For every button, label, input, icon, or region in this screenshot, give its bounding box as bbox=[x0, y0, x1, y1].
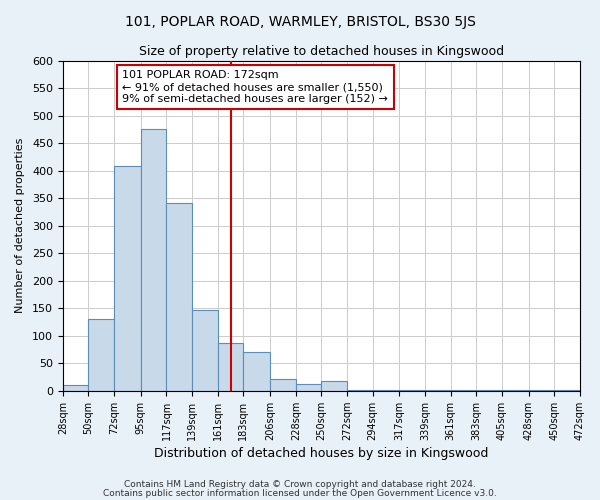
Bar bbox=[322, 382, 347, 391]
Bar bbox=[554, 390, 580, 391]
Bar bbox=[529, 390, 554, 391]
Text: 101 POPLAR ROAD: 172sqm
← 91% of detached houses are smaller (1,550)
9% of semi-: 101 POPLAR ROAD: 172sqm ← 91% of detache… bbox=[122, 70, 388, 104]
Text: Contains public sector information licensed under the Open Government Licence v3: Contains public sector information licen… bbox=[103, 488, 497, 498]
Title: Size of property relative to detached houses in Kingswood: Size of property relative to detached ho… bbox=[139, 45, 504, 58]
Bar bbox=[270, 378, 296, 391]
Bar bbox=[166, 202, 192, 391]
Bar bbox=[451, 390, 476, 391]
Y-axis label: Number of detached properties: Number of detached properties bbox=[15, 138, 25, 314]
Text: 101, POPLAR ROAD, WARMLEY, BRISTOL, BS30 5JS: 101, POPLAR ROAD, WARMLEY, BRISTOL, BS30… bbox=[125, 15, 475, 29]
Bar bbox=[141, 130, 166, 391]
Bar bbox=[400, 390, 425, 391]
Bar bbox=[502, 390, 529, 391]
Bar bbox=[296, 384, 322, 391]
Bar bbox=[244, 352, 270, 391]
Bar bbox=[192, 310, 218, 391]
Bar bbox=[347, 390, 373, 391]
Bar bbox=[218, 343, 244, 391]
Bar bbox=[425, 390, 451, 391]
Bar bbox=[88, 320, 114, 391]
X-axis label: Distribution of detached houses by size in Kingswood: Distribution of detached houses by size … bbox=[154, 447, 488, 460]
Bar bbox=[476, 390, 502, 391]
Bar bbox=[63, 386, 88, 391]
Bar bbox=[373, 390, 400, 391]
Text: Contains HM Land Registry data © Crown copyright and database right 2024.: Contains HM Land Registry data © Crown c… bbox=[124, 480, 476, 489]
Bar bbox=[114, 166, 141, 391]
